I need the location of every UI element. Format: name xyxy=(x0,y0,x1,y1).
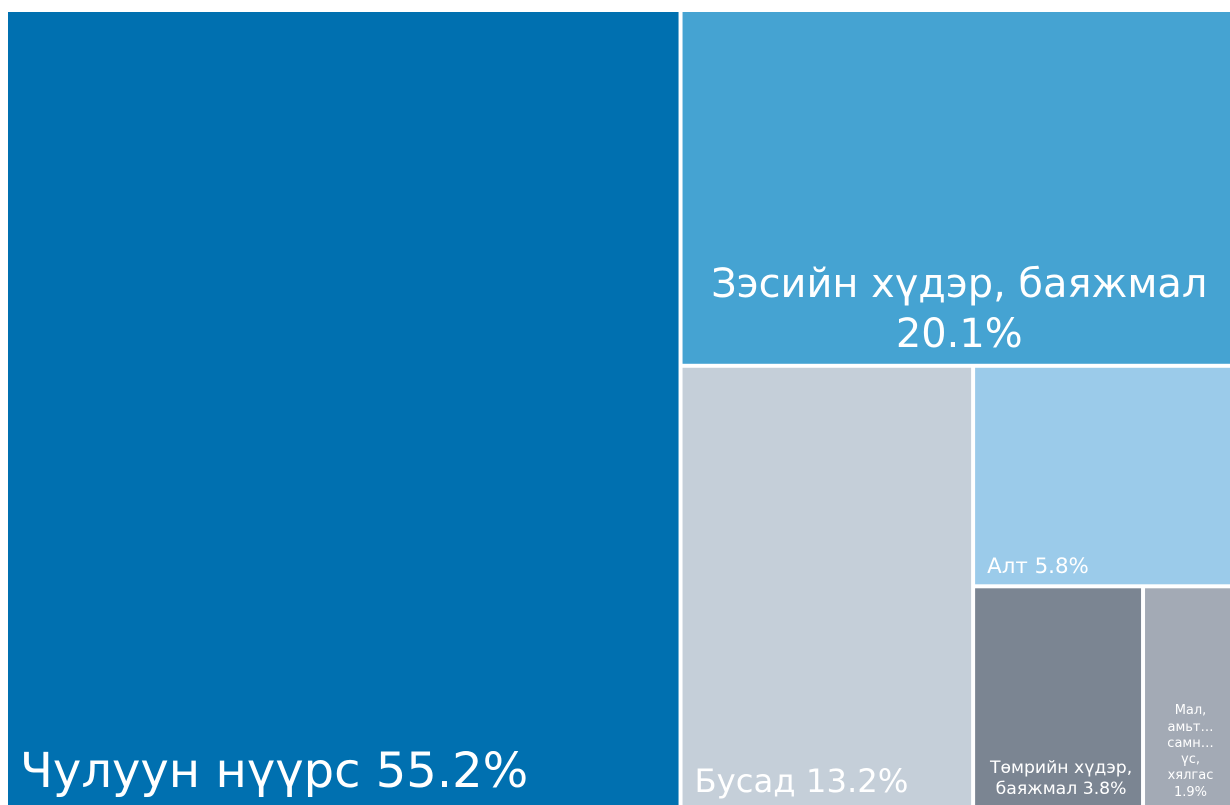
tile-label-box: Төмрийн хүдэр, баяжмал 3.8% xyxy=(975,588,1141,805)
category-label: Чулуун нүүрс xyxy=(20,743,361,799)
tile xyxy=(682,367,972,805)
value-label: 5.8% xyxy=(1034,553,1089,579)
tile xyxy=(1145,588,1230,805)
category-label: Алт xyxy=(987,553,1028,579)
tile-label-box: Мал, амьт… самн… үс, хялгас 1.9% xyxy=(1145,588,1230,805)
value-label: 3.8% xyxy=(1082,779,1127,800)
tile xyxy=(975,367,1230,585)
category-label: Бусад xyxy=(694,761,796,800)
tile-label: Бусад 13.2% xyxy=(683,368,972,805)
tile xyxy=(682,12,1230,364)
tile xyxy=(8,12,679,805)
tile-label: Алт 5.8% xyxy=(975,368,1230,585)
tile-label: Мал, амьт… самн… үс, хялгас 1.9% xyxy=(1145,588,1230,805)
tile-label-box: Алт 5.8% xyxy=(975,368,1230,585)
tile-label: Төмрийн хүдэр, баяжмал 3.8% xyxy=(975,588,1141,805)
tile-label-box: Чулуун нүүрс 55.2% xyxy=(8,12,679,805)
category-label: Зэсийн хүдэр, баяжмал xyxy=(711,261,1208,308)
tile-label-box: Зэсийн хүдэр, баяжмал 20.1% xyxy=(683,12,1230,364)
category-label: Мал, амьт… самн… үс, хялгас xyxy=(1167,703,1214,784)
value-label: 55.2% xyxy=(375,743,529,799)
value-label: 20.1% xyxy=(895,310,1023,357)
tile-label: Зэсийн хүдэр, баяжмал 20.1% xyxy=(683,12,1230,364)
tile-label-box: Бусад 13.2% xyxy=(683,368,972,805)
tile-label: Чулуун нүүрс 55.2% xyxy=(8,12,679,805)
value-label: 1.9% xyxy=(1173,784,1208,800)
category-label: Төмрийн хүдэр, баяжмал xyxy=(989,757,1133,800)
tile xyxy=(975,588,1142,805)
value-label: 13.2% xyxy=(805,761,909,800)
